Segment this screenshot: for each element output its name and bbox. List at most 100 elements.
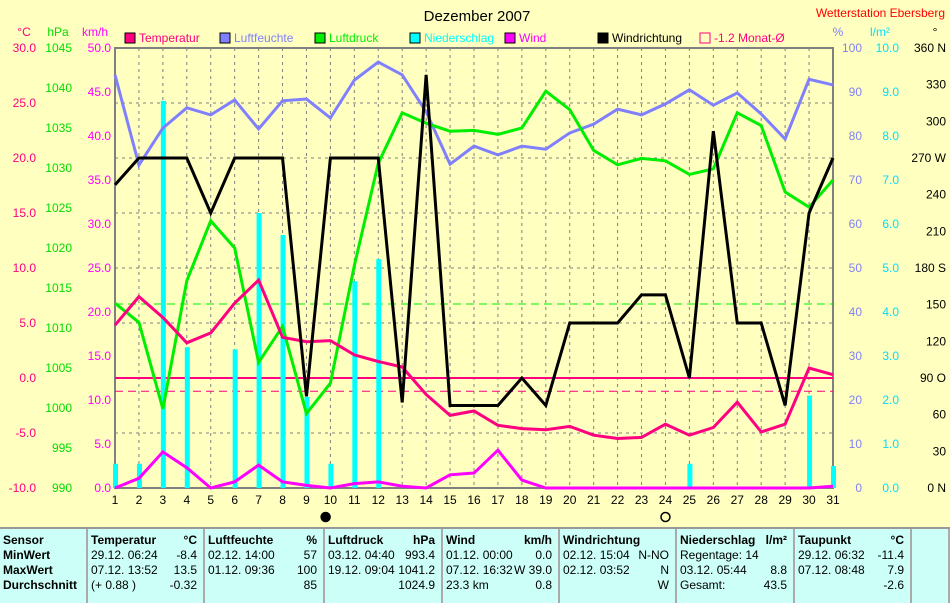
- col-press: Luftdruck hPa 03.12. 04:40 993.4 19.12. 09:0…: [325, 529, 443, 603]
- row-label: Durchschnitt: [3, 578, 78, 592]
- precip-bar: [807, 395, 813, 488]
- col-wind: Wind km/h 01.12. 00:00 0.0 07.12. 16:32 W 39.…: [443, 529, 560, 603]
- col-unit: %: [304, 533, 317, 548]
- axis-tick-wind: 10.0: [88, 393, 112, 407]
- axis-tick-temp: -10.0: [9, 481, 37, 495]
- col-header: Temperatur °C: [91, 533, 200, 548]
- table-cell: 01.12. 09:36 100: [208, 563, 320, 578]
- cell-time: 07.12. 16:32: [446, 563, 513, 577]
- series-line-luftdruck: [114, 89, 835, 417]
- cell-value: -8.4: [174, 548, 197, 563]
- axis-tick-rain: 6.0: [882, 217, 899, 231]
- axis-tick-wind: 15.0: [88, 349, 112, 363]
- cell-value: N-NO: [636, 548, 669, 563]
- x-tick-label: 24: [659, 493, 673, 507]
- axis-tick-pressure: 995: [52, 441, 72, 455]
- axis-tick-rain: 0.0: [882, 481, 899, 495]
- precip-bar: [280, 235, 286, 488]
- cell-value: 1041.2: [396, 563, 435, 578]
- axis-tick-direction: 360 N: [914, 41, 946, 55]
- col-title: Luftfeuchte: [208, 533, 274, 547]
- axis-tick-pressure: 1035: [45, 121, 72, 135]
- cell-time: 23.3 km: [446, 578, 489, 592]
- axis-unit-humidity: %: [833, 25, 844, 39]
- axis-tick-wind: 40.0: [88, 129, 112, 143]
- x-tick-label: 4: [183, 493, 190, 507]
- station-name: Wetterstation Ebersberg: [816, 6, 945, 20]
- table-cell: 19.12. 09:04 1041.2: [328, 563, 438, 578]
- table-cell: 07.12. 08:48 7.9: [798, 563, 907, 578]
- axis-tick-rain: 2.0: [882, 393, 899, 407]
- cell-value: 8.8: [768, 563, 787, 578]
- precip-bar: [328, 463, 334, 488]
- cell-time: 01.12. 09:36: [208, 563, 275, 577]
- axis-tick-humidity: 20: [849, 393, 863, 407]
- moon-full-icon: [660, 511, 671, 523]
- axis-tick-humidity: 10: [849, 437, 863, 451]
- table-cell: 1024.9: [328, 578, 438, 593]
- col-temp: Temperatur °C 29.12. 06:24 -8.4 07.12. 13:52…: [88, 529, 205, 603]
- x-tick-label: 12: [372, 493, 386, 507]
- axis-tick-direction: 90 O: [920, 371, 946, 385]
- legend-swatch: [409, 32, 421, 44]
- axis-tick-direction: 30: [933, 444, 947, 458]
- table-cell: 85: [208, 578, 320, 593]
- col-title: Wind: [446, 533, 476, 547]
- cell-value: -2.6: [881, 578, 904, 593]
- col-unit: °C: [181, 533, 197, 548]
- axis-tick-rain: 7.0: [882, 173, 899, 187]
- col-hum: Luftfeuchte% 02.12. 14:00 57 01.12. 09:36 10…: [205, 529, 325, 603]
- cell-value: 0.0: [533, 548, 552, 563]
- legend-label: Windrichtung: [612, 31, 682, 45]
- axis-tick-pressure: 1020: [45, 241, 72, 255]
- legend-swatch: [219, 32, 231, 44]
- axis-tick-wind: 20.0: [88, 305, 112, 319]
- precip-bar: [232, 349, 238, 488]
- cell-value: 0.8: [533, 578, 552, 593]
- precip-bar: [160, 100, 166, 489]
- axis-tick-pressure: 1005: [45, 361, 72, 375]
- cell-time: 02.12. 03:52: [563, 563, 630, 577]
- cell-value: 43.5: [761, 578, 787, 593]
- axis-tick-wind: 5.0: [94, 437, 111, 451]
- table-cell: 29.12. 06:24 -8.4: [91, 548, 200, 563]
- table-cell: 07.12. 13:52 13.5: [91, 563, 200, 578]
- table-cell: 07.12. 16:32 W 39.0: [446, 563, 555, 578]
- axis-tick-rain: 8.0: [882, 129, 899, 143]
- cell-time: 29.12. 06:24: [91, 548, 158, 562]
- cell-value: -11.4: [875, 548, 904, 563]
- x-tick-label: 13: [396, 493, 410, 507]
- col-header: Luftfeuchte%: [208, 533, 320, 548]
- col-unit: hPa: [410, 533, 435, 548]
- x-tick-label: 27: [731, 493, 745, 507]
- axis-unit-wind: km/h: [82, 25, 108, 39]
- x-tick-label: 31: [826, 493, 840, 507]
- table-cell: W: [563, 578, 672, 593]
- axis-tick-humidity: 50: [849, 261, 863, 275]
- x-tick-label: 8: [279, 493, 286, 507]
- col-title: Luftdruck: [328, 533, 384, 547]
- col-dew: Taupunkt °C 29.12. 06:32 -11.4 07.12. 08:48 7…: [795, 529, 912, 603]
- axis-tick-rain: 5.0: [882, 261, 899, 275]
- x-tick-label: 1: [112, 493, 119, 507]
- axis-tick-direction: 330: [926, 78, 946, 92]
- axis-tick-rain: 9.0: [882, 85, 899, 99]
- precip-bar: [352, 281, 358, 488]
- axis-tick-temp: 20.0: [13, 151, 37, 165]
- axis-tick-temp: 10.0: [13, 261, 37, 275]
- cell-time: (+ 0.88 ): [91, 578, 137, 592]
- axis-tick-pressure: 1010: [45, 321, 72, 335]
- axis-tick-direction: 210: [926, 224, 946, 238]
- axis-tick-humidity: 30: [849, 349, 863, 363]
- table-cell: -2.6: [798, 578, 907, 593]
- legend-label: Luftdruck: [329, 31, 379, 45]
- col-header: Windrichtung: [563, 533, 672, 548]
- cell-time: 02.12. 14:00: [208, 548, 275, 562]
- axis-tick-rain: 3.0: [882, 349, 899, 363]
- axis-tick-pressure: 1045: [45, 41, 72, 55]
- x-tick-label: 21: [587, 493, 601, 507]
- axis-tick-wind: 0.0: [94, 481, 111, 495]
- x-tick-label: 19: [539, 493, 553, 507]
- x-tick-label: 11: [348, 493, 361, 507]
- table-cell: 29.12. 06:32 -11.4: [798, 548, 907, 563]
